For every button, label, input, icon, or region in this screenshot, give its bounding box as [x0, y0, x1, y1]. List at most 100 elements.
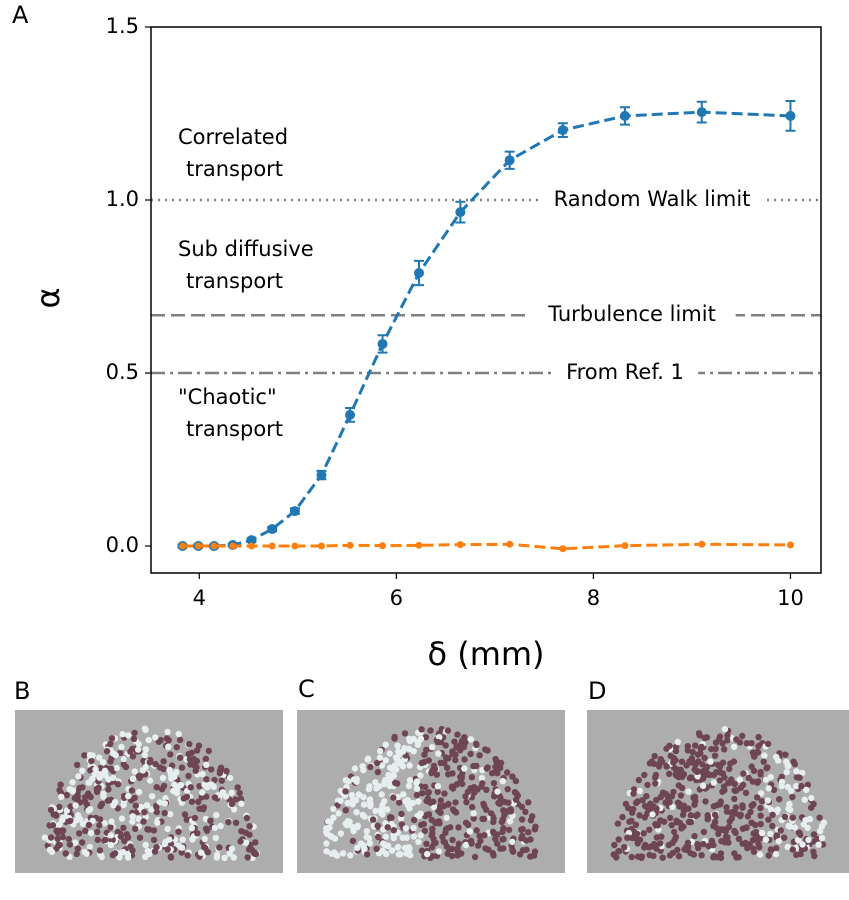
particle [488, 810, 495, 817]
particle [466, 828, 473, 835]
particle [441, 790, 448, 797]
particle [153, 784, 160, 791]
particle [661, 818, 668, 825]
particle [54, 835, 61, 842]
particle [112, 751, 119, 759]
data-point [415, 541, 423, 549]
particle [139, 767, 147, 774]
particle [110, 802, 117, 809]
particle [483, 806, 490, 813]
particle [443, 814, 450, 821]
particle [197, 849, 205, 856]
particle [685, 805, 692, 812]
particle [423, 811, 430, 819]
particle [633, 830, 641, 837]
particle [625, 804, 632, 812]
particle [652, 780, 659, 787]
y-tick-label: 1.0 [106, 187, 139, 211]
particle [629, 834, 636, 842]
particle [749, 778, 757, 785]
particle [764, 764, 771, 771]
particle [659, 789, 667, 796]
particle [179, 836, 186, 843]
particle [354, 822, 361, 829]
particle [228, 800, 236, 808]
particle [672, 747, 680, 755]
particle [755, 733, 762, 741]
particle [413, 778, 421, 785]
particle [96, 754, 103, 761]
particle [765, 785, 772, 792]
particle [458, 774, 465, 781]
particle [689, 748, 696, 756]
particle [118, 743, 125, 751]
particle [49, 822, 57, 829]
particle [135, 746, 142, 753]
particle [65, 835, 73, 843]
particle [237, 795, 244, 802]
particle [803, 786, 810, 794]
particle [431, 765, 439, 773]
particle [810, 800, 817, 808]
particle [417, 735, 425, 742]
particle [216, 844, 223, 851]
particle [207, 817, 214, 824]
particle [423, 840, 430, 847]
particle [153, 844, 160, 851]
particle [94, 836, 102, 844]
particle [73, 850, 81, 858]
particle [58, 793, 65, 800]
data-point [317, 542, 325, 550]
particle [756, 851, 764, 858]
particle [497, 794, 504, 802]
particle [54, 829, 62, 836]
particle [643, 793, 650, 800]
particle [615, 836, 622, 843]
particle [242, 829, 249, 836]
particle [382, 833, 389, 840]
particle [448, 784, 456, 791]
particle [644, 781, 651, 789]
particle [713, 769, 720, 776]
particle [79, 839, 86, 846]
particle [406, 762, 413, 769]
particle [161, 809, 168, 817]
data-point [696, 107, 707, 118]
particle [135, 788, 143, 796]
particle [175, 828, 182, 835]
particle [125, 792, 132, 800]
particle [490, 780, 498, 787]
particle [56, 786, 63, 794]
panel-label: A [12, 1, 29, 29]
particle [454, 848, 461, 855]
particle [703, 734, 711, 741]
particle [401, 730, 409, 737]
particle [797, 831, 804, 839]
particle [646, 851, 653, 859]
particle [641, 844, 648, 851]
particle [742, 789, 750, 797]
particle [724, 732, 731, 739]
particle [728, 815, 735, 822]
particle [667, 814, 674, 822]
particle [213, 854, 220, 861]
particle [333, 852, 341, 859]
particle [145, 826, 153, 833]
particle [457, 779, 464, 786]
particle [453, 744, 460, 751]
particle [666, 852, 674, 859]
particle [323, 829, 330, 836]
particle [711, 752, 719, 759]
particle [129, 847, 136, 854]
particle [421, 827, 429, 835]
particle [141, 751, 148, 759]
particle [773, 845, 780, 852]
particle [658, 833, 665, 840]
particle [525, 799, 532, 806]
particle [785, 822, 792, 830]
particle [226, 774, 234, 782]
particle [62, 850, 69, 857]
particle [710, 841, 717, 849]
particle [405, 745, 413, 752]
particle [161, 800, 169, 807]
